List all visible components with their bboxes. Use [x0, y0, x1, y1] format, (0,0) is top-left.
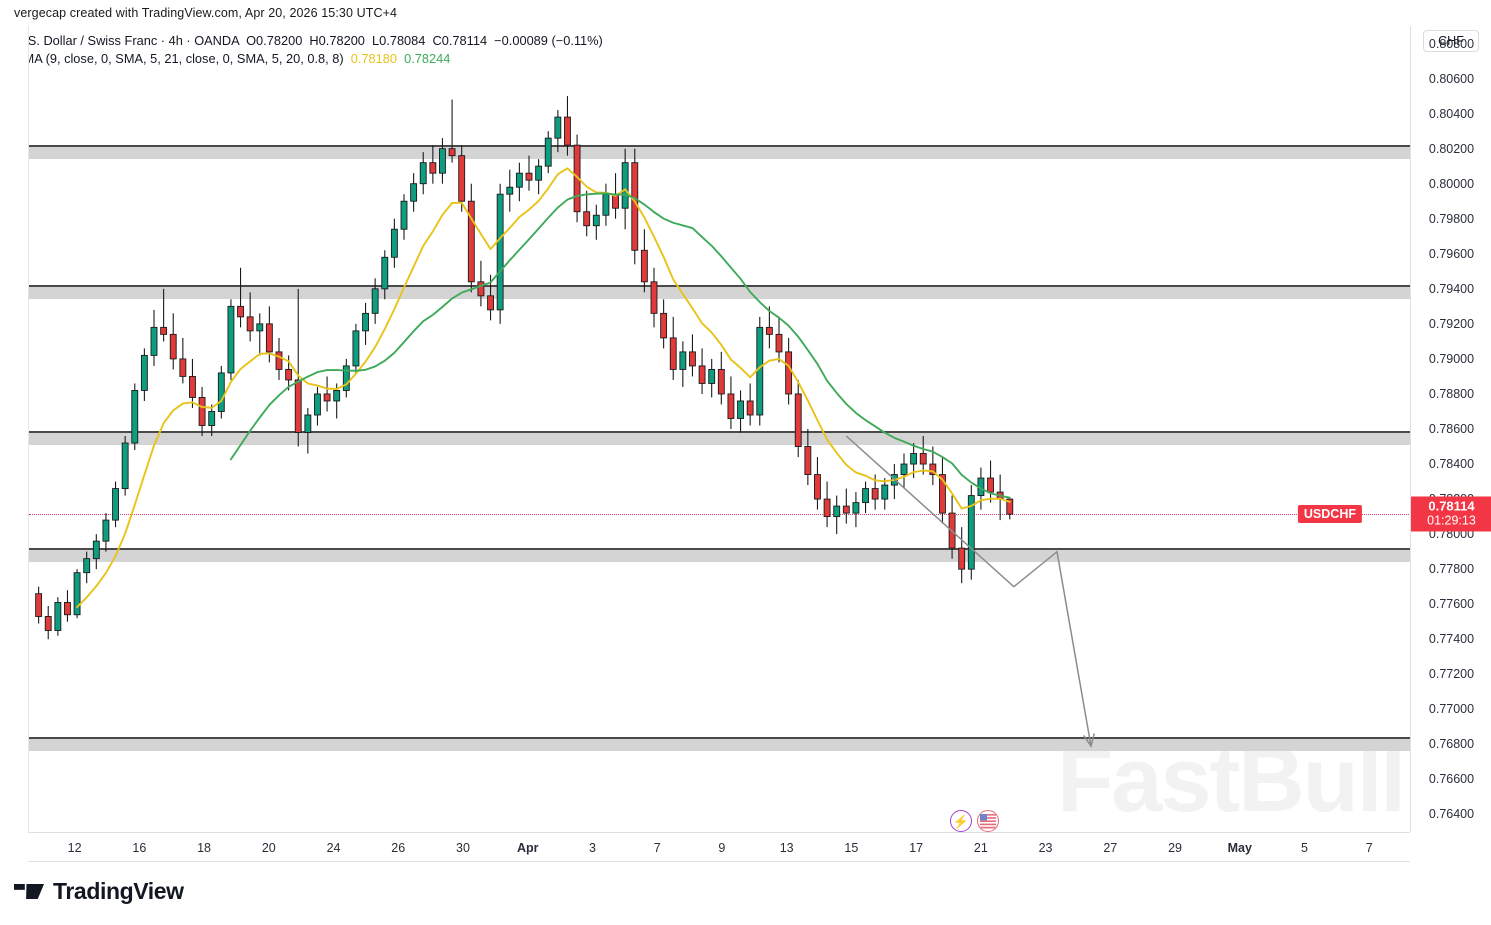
price-axis[interactable]: CHF 0.80800 0.80600 0.80400 0.80200 0.80000 0… [1410, 26, 1491, 832]
band-edge [29, 548, 1410, 551]
time-tick: 5 [1301, 841, 1308, 855]
time-tick: 21 [973, 841, 988, 855]
price-tick: 0.79600 [1428, 246, 1475, 261]
tradingview-logo-icon [14, 884, 44, 899]
chart-pane[interactable]: FastBull ⚡ U.S. Dollar / Swiss Franc · 4… [28, 26, 1410, 832]
band-edge [29, 285, 1410, 288]
time-tick: 3 [588, 841, 596, 855]
price-tick: 0.77200 [1428, 667, 1475, 682]
time-tick: 29 [1168, 841, 1182, 855]
price-tick: 0.80000 [1428, 176, 1475, 191]
price-tick: 0.77600 [1428, 597, 1475, 612]
us-flag-icon [979, 813, 996, 829]
current-price-line [29, 514, 1410, 516]
tradingview-footer: TradingView [14, 878, 184, 905]
chart-background [29, 26, 1410, 832]
time-tick: May [1227, 841, 1252, 855]
price-tick: 0.76800 [1428, 737, 1475, 752]
price-tick: 0.80200 [1428, 141, 1475, 156]
band-fill [29, 548, 1410, 563]
time-tick: 24 [326, 841, 341, 855]
time-tick: 26 [391, 841, 406, 855]
current-price-value: 0.78114 [1428, 498, 1475, 514]
time-tick: 30 [456, 841, 470, 855]
price-tick: 0.77800 [1428, 562, 1475, 577]
time-tick: 23 [1038, 841, 1053, 855]
price-tick: 0.77000 [1428, 702, 1475, 717]
time-tick: Apr [516, 841, 539, 855]
price-tick: 0.79400 [1428, 281, 1475, 296]
band-fill [29, 430, 1410, 445]
price-band [29, 737, 1410, 752]
band-edge [29, 737, 1410, 740]
tradingview-wordmark: TradingView [53, 878, 184, 904]
price-tick: 0.80400 [1428, 106, 1475, 121]
attribution-text: vergecap created with TradingView.com, A… [14, 6, 398, 20]
price-tick: 0.79000 [1428, 351, 1475, 366]
us-economic-event-icon[interactable] [976, 810, 999, 832]
time-tick: 18 [197, 841, 212, 855]
price-band [29, 145, 1410, 160]
time-tick: 7 [653, 841, 661, 855]
price-tick: 0.77400 [1428, 632, 1475, 647]
chart-legend: U.S. Dollar / Swiss Franc · 4h · OANDA O… [28, 32, 603, 68]
price-band [29, 430, 1410, 445]
bar-countdown: 01:29:13 [1427, 513, 1476, 528]
time-tick: 9 [718, 841, 726, 855]
symbol-price-tag: USDCHF [1297, 505, 1362, 524]
legend-sma-value: 0.78244 [404, 51, 451, 66]
price-tick: 0.78400 [1428, 457, 1475, 472]
band-fill [29, 737, 1410, 752]
current-price-tag: 0.78114 01:29:13 [1411, 496, 1491, 532]
time-tick: 15 [844, 841, 859, 855]
price-tick: 0.80800 [1428, 36, 1475, 51]
time-tick: 7 [1365, 841, 1373, 855]
price-band [29, 548, 1410, 563]
time-tick: 13 [779, 841, 794, 855]
price-tick: 0.78600 [1428, 422, 1475, 436]
time-axis[interactable]: 12 16 18 20 24 26 30 Apr 3 7 9 13 15 17 21 23 27 29 May 5 7 [28, 832, 1410, 862]
price-tick: 0.76600 [1428, 772, 1475, 787]
price-tick: 0.78800 [1428, 386, 1475, 401]
price-tick: 0.79200 [1428, 316, 1475, 331]
band-edge [29, 145, 1410, 148]
time-tick: 16 [132, 841, 147, 855]
indicator-overlay [76, 167, 1095, 748]
time-tick: 17 [909, 841, 924, 855]
candlestick-plot [35, 96, 1014, 640]
price-tick: 0.76400 [1428, 807, 1475, 822]
legend-indicator-text: EMA (9, close, 0, SMA, 5, 21, close, 0, … [28, 51, 344, 66]
time-tick: 12 [67, 841, 82, 855]
band-fill [29, 145, 1410, 160]
price-tick: 0.79800 [1428, 211, 1475, 226]
legend-ema-value: 0.78180 [350, 51, 397, 66]
price-tick: 0.80600 [1428, 71, 1475, 86]
legend-indicator-row: EMA (9, close, 0, SMA, 5, 21, close, 0, … [28, 50, 603, 68]
time-tick: 27 [1103, 841, 1118, 855]
bolt-glyph: ⚡ [952, 813, 969, 829]
currency-label: CHF [1423, 30, 1479, 52]
legend-symbol-text: U.S. Dollar / Swiss Franc · 4h · OANDA O… [28, 33, 603, 48]
volatility-event-icon[interactable]: ⚡ [949, 810, 972, 832]
legend-symbol-row: U.S. Dollar / Swiss Franc · 4h · OANDA O… [28, 32, 603, 50]
time-tick: 20 [261, 841, 276, 855]
band-edge [29, 430, 1410, 433]
